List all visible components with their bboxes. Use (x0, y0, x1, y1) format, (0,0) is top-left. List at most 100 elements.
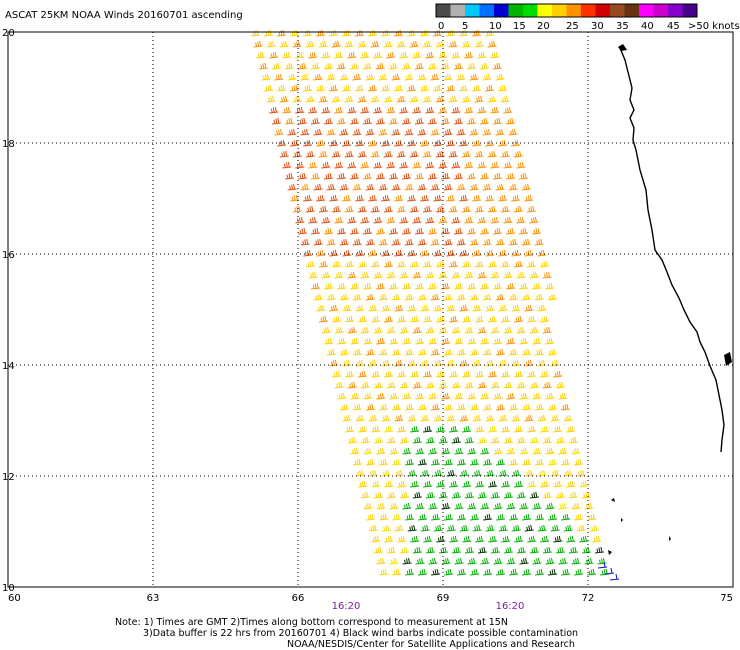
wind-barb (542, 381, 552, 389)
wind-barb (568, 491, 578, 499)
wind-barb (422, 315, 433, 323)
wind-barb (394, 359, 404, 367)
wind-barb (532, 447, 542, 455)
coastline (619, 47, 725, 453)
wind-barb (477, 216, 487, 224)
legend-label: 45 (667, 21, 680, 32)
wind-barb (347, 51, 357, 59)
wind-barb (506, 392, 516, 400)
legend-swatch (552, 4, 567, 17)
wind-barb (485, 249, 495, 257)
wind-barb (357, 260, 367, 268)
wind-barb (334, 381, 344, 389)
wind-barb (518, 227, 529, 235)
wind-barb (378, 348, 388, 356)
wind-barb (399, 381, 409, 389)
wind-barb (485, 304, 495, 312)
wind-barb (497, 84, 508, 92)
wind-barb (368, 414, 378, 422)
wind-barb (423, 425, 433, 433)
wind-barb (337, 337, 347, 345)
wind-barb (269, 51, 279, 59)
wind-barb (381, 249, 391, 257)
wind-barb (269, 106, 279, 114)
wind-barb (326, 348, 336, 356)
wind-barb (384, 480, 394, 488)
wind-barb (540, 425, 550, 433)
wind-barb (332, 370, 342, 378)
wind-barb (461, 260, 471, 268)
wind-barb (443, 348, 453, 356)
wind-barb (311, 282, 321, 290)
wind-barb (571, 447, 581, 455)
wind-barb (451, 546, 461, 554)
wind-barb (480, 447, 490, 455)
legend-frame (435, 3, 698, 18)
wind-barb (323, 62, 333, 70)
wind-barb (425, 271, 435, 279)
wind-barb (498, 524, 508, 532)
wind-barb (300, 238, 310, 246)
wind-barb (553, 370, 563, 378)
wind-barb (482, 348, 492, 356)
wind-barb (566, 425, 576, 433)
wind-barb (355, 194, 365, 202)
wind-barb (441, 447, 451, 455)
wind-barb (412, 216, 422, 224)
wind-barb (451, 216, 461, 224)
wind-barb (527, 535, 537, 543)
wind-barb (492, 172, 503, 180)
wind-barb (418, 513, 428, 521)
wind-barb (540, 480, 550, 488)
wind-barb (352, 238, 362, 246)
wind-barb (495, 403, 505, 411)
wind-barb (558, 447, 568, 455)
legend-label: >50 knots (688, 21, 740, 32)
wind-barb (423, 535, 433, 543)
wind-barb (310, 172, 321, 180)
legend-swatch (595, 4, 611, 17)
wind-barb (415, 337, 425, 345)
wind-barb (461, 315, 472, 323)
wind-barb (469, 293, 479, 301)
wind-barb (389, 392, 399, 400)
wind-barb (324, 337, 334, 345)
wind-barb (545, 447, 555, 455)
wind-barb (604, 567, 615, 575)
wind-barb (326, 128, 336, 136)
wind-barb (438, 436, 448, 444)
wind-barb (425, 491, 435, 499)
wind-barb (529, 491, 539, 499)
wind-barb (555, 546, 565, 554)
wind-barb (532, 282, 542, 290)
wind-barb (469, 458, 480, 466)
wind-barb (378, 403, 388, 411)
wind-barb (381, 304, 391, 312)
wind-barb (378, 73, 388, 81)
wind-barb (440, 172, 451, 180)
wind-barb (454, 392, 464, 400)
wind-barb (521, 183, 531, 191)
wind-barb (488, 480, 498, 488)
wind-barb (347, 106, 357, 114)
wind-barb (370, 40, 380, 48)
wind-barb (467, 282, 477, 290)
wind-barb (511, 139, 521, 147)
wind-barb (318, 260, 328, 268)
wind-barb (462, 535, 472, 543)
wind-barb (508, 183, 518, 191)
wind-barb (409, 150, 419, 158)
time-label: 16:20 (332, 601, 361, 612)
wind-barb (446, 359, 456, 367)
wind-barb (433, 194, 443, 202)
wind-barb (394, 249, 404, 257)
wind-barb (516, 326, 526, 334)
wind-barb (373, 51, 383, 59)
wind-barb (410, 370, 420, 378)
wind-barb (391, 73, 401, 81)
wind-barb (574, 513, 584, 521)
wind-barb (537, 304, 547, 312)
wind-barb (409, 40, 419, 48)
wind-barb (446, 249, 456, 257)
wind-barb (266, 95, 276, 103)
